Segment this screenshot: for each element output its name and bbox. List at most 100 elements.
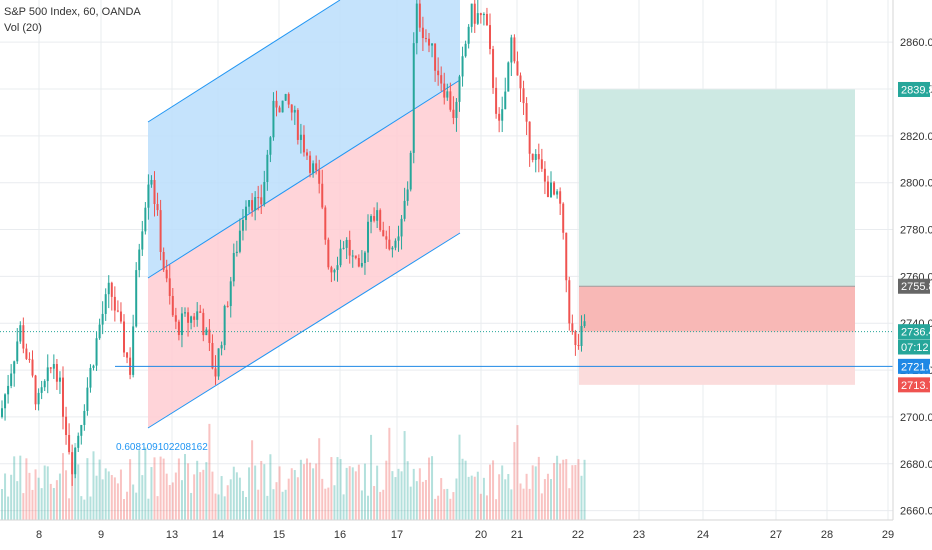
candle-body: [25, 348, 28, 359]
volume-bar: [418, 468, 421, 520]
channel-lower-zone: [148, 80, 460, 428]
candle-body: [168, 278, 171, 296]
volume-bar: [229, 479, 232, 520]
x-tick-label: 22: [572, 529, 584, 541]
volume-bar: [394, 477, 397, 520]
volume-bar: [315, 463, 318, 520]
candle-body: [28, 358, 31, 360]
price-tag-label: 07:12: [901, 342, 929, 354]
candle-body: [571, 323, 574, 332]
volume-bar: [49, 483, 52, 520]
volume-bar: [116, 483, 119, 520]
candle-body: [80, 424, 83, 436]
candle-body: [583, 321, 586, 326]
candle-body: [104, 294, 107, 314]
candle-body: [376, 210, 379, 221]
volume-bar: [171, 482, 174, 520]
y-tick-label: 2780.0: [900, 225, 932, 237]
candle-body: [559, 191, 562, 204]
candle-body: [415, 3, 418, 44]
candle-body: [184, 312, 186, 314]
candle-body: [217, 348, 220, 377]
candle-body: [437, 70, 440, 76]
y-tick-label: 2860.0: [900, 37, 932, 49]
candle-body: [287, 94, 290, 105]
volume-bar: [95, 475, 98, 520]
volume-bar: [428, 457, 430, 520]
volume-bar: [367, 495, 369, 520]
candle-body: [299, 134, 302, 140]
candle-body: [461, 56, 464, 77]
volume-bar: [107, 471, 110, 520]
candle-body: [119, 311, 122, 322]
candle-body: [479, 13, 482, 16]
candle-body: [385, 236, 388, 240]
volume-bar: [327, 487, 330, 520]
candle-body: [495, 87, 498, 114]
candle-body: [55, 364, 58, 382]
volume-bar: [525, 473, 528, 520]
volume-bar: [580, 475, 583, 520]
candle-body: [123, 321, 125, 353]
candle-body: [540, 159, 543, 169]
symbol-title[interactable]: S&P 500 Index, 60, OANDA: [4, 6, 141, 18]
candle-body: [86, 387, 89, 411]
candle-body: [162, 251, 165, 270]
candle-body: [525, 103, 528, 122]
candle-body: [193, 316, 196, 320]
volume-bar: [110, 475, 113, 520]
candle-body: [473, 3, 476, 24]
candle-body: [324, 207, 327, 240]
volume-bar: [71, 462, 74, 520]
candle-body: [302, 134, 305, 153]
volume-bar: [190, 492, 193, 520]
volume-bar: [391, 471, 394, 520]
volume-bar: [141, 475, 144, 520]
volume-bar: [223, 496, 226, 520]
fib-annotation: 0.608109102208162: [116, 442, 208, 453]
volume-bar: [147, 498, 150, 520]
candle-body: [327, 239, 330, 268]
volume-bar: [168, 484, 171, 520]
candle-body: [113, 296, 116, 311]
volume-bar: [1, 489, 3, 520]
candle-body: [406, 189, 409, 201]
price-tag: [898, 278, 930, 294]
candle-body: [550, 182, 552, 198]
x-tick-label: 13: [166, 529, 178, 541]
candle-body: [241, 220, 244, 231]
volume-bar: [330, 457, 333, 520]
candle-body: [156, 204, 159, 211]
x-tick-label: 9: [98, 529, 104, 541]
candle-body: [220, 345, 223, 349]
volume-bar: [312, 468, 315, 520]
volume-bar: [571, 465, 574, 520]
indicator-label[interactable]: Vol (20): [4, 22, 42, 34]
volume-bar: [406, 461, 409, 520]
volume-bar: [354, 471, 357, 520]
candle-body: [223, 305, 226, 346]
candle-body: [449, 91, 452, 110]
candle-body: [446, 91, 449, 98]
volume-bar: [431, 456, 434, 520]
candle-body: [553, 182, 556, 195]
candle-body: [470, 3, 473, 27]
overlays: 0.608109102208162: [0, 331, 893, 453]
volume-bar: [470, 475, 473, 520]
volume-bar: [440, 478, 443, 520]
volume-bar: [43, 465, 46, 520]
candle-body: [254, 197, 257, 211]
candle-body: [4, 394, 7, 409]
volume-bar: [516, 425, 519, 520]
target-zone: [579, 89, 855, 287]
candle-body: [482, 13, 485, 16]
candle-body: [83, 410, 86, 425]
candle-body: [19, 325, 22, 342]
candle-body: [77, 435, 80, 448]
candle-body: [455, 101, 458, 118]
candle-body: [110, 282, 113, 297]
candle-body: [31, 359, 34, 376]
volume-bar: [74, 443, 77, 520]
volume-bar: [211, 471, 214, 520]
